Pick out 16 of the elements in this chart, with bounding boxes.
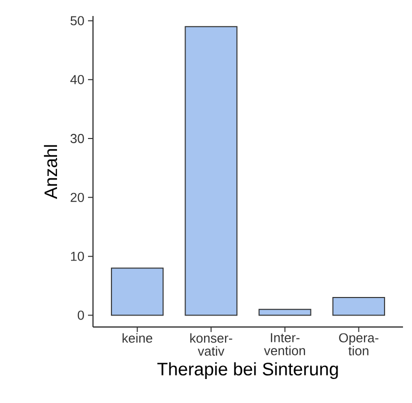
x-tick-label: Inter- vention xyxy=(264,333,306,356)
y-tick-label: 0 xyxy=(78,310,84,320)
y-tick-label: 20 xyxy=(70,192,84,202)
bar xyxy=(110,268,164,316)
x-axis-title: Therapie bei Sinterung xyxy=(157,362,338,380)
y-tick-label: 40 xyxy=(70,75,84,84)
x-tick-label: keine xyxy=(122,333,152,343)
x-tick-label: Opera- tion xyxy=(339,333,378,356)
bar xyxy=(258,308,312,316)
bar xyxy=(332,297,386,316)
y-axis-title: Anzahl xyxy=(44,145,58,199)
bar xyxy=(184,26,238,316)
x-tick-label: konser- vativ xyxy=(190,333,232,356)
y-tick-label: 50 xyxy=(70,16,84,26)
y-tick-label: 30 xyxy=(70,134,84,144)
y-tick-label: 10 xyxy=(71,252,84,261)
